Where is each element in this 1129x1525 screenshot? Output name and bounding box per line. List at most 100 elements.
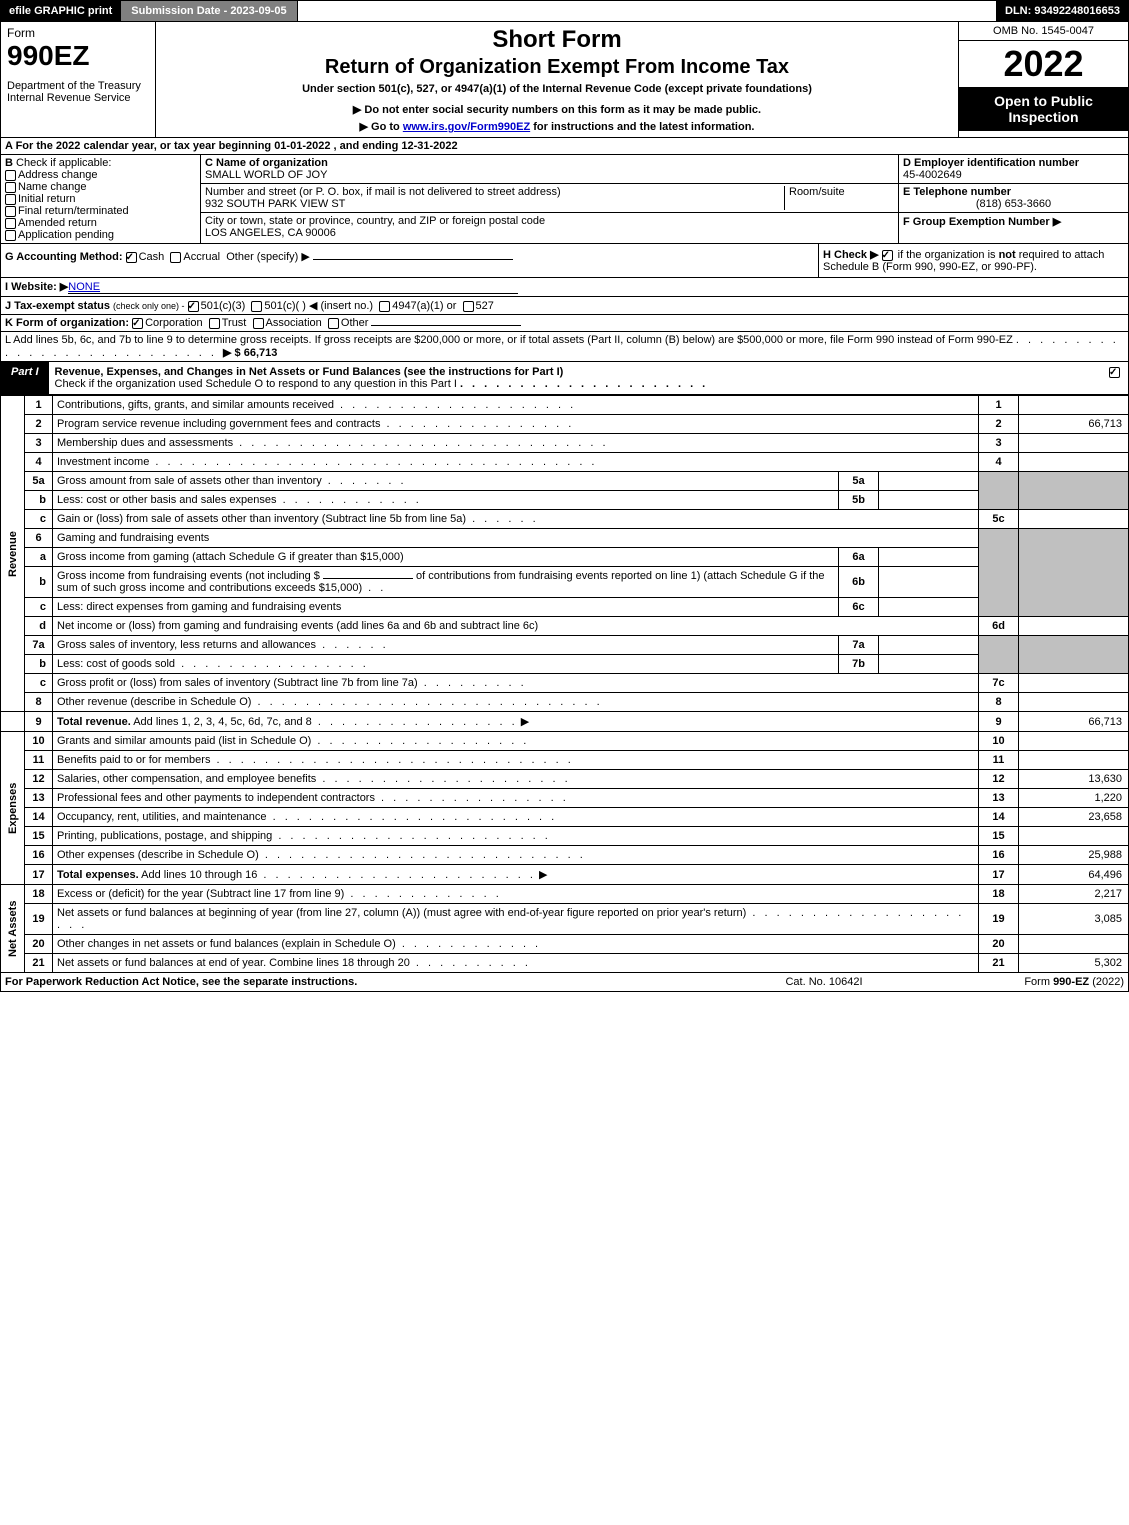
- j-501c: 501(c)( ) ◀ (insert no.): [264, 300, 373, 312]
- column-c: C Name of organization SMALL WORLD OF JO…: [201, 155, 898, 243]
- subtitle: Under section 501(c), 527, or 4947(a)(1)…: [162, 83, 952, 95]
- l5-gray-val: [1019, 472, 1129, 510]
- footer-right-bold: 990-EZ: [1053, 976, 1089, 988]
- dln-label: DLN: 93492248016653: [997, 1, 1128, 21]
- top-bar: efile GRAPHIC print Submission Date - 20…: [0, 0, 1129, 22]
- k-other: Other: [341, 317, 369, 329]
- l18-rnum: 18: [979, 885, 1019, 904]
- l5a-innum: 5a: [839, 472, 879, 491]
- part-1-title: Revenue, Expenses, and Changes in Net As…: [49, 362, 1103, 394]
- j-note: (check only one) -: [113, 301, 185, 311]
- l21-desc: Net assets or fund balances at end of ye…: [53, 954, 979, 973]
- l10-rval: [1019, 732, 1129, 751]
- l12-rnum: 12: [979, 770, 1019, 789]
- l12-rval: 13,630: [1019, 770, 1129, 789]
- l6b-desc: Gross income from fundraising events (no…: [53, 567, 839, 598]
- l19-num: 19: [25, 904, 53, 935]
- l10-rnum: 10: [979, 732, 1019, 751]
- k-corp: Corporation: [145, 317, 202, 329]
- k-assoc: Association: [266, 317, 322, 329]
- l14-rnum: 14: [979, 808, 1019, 827]
- d-ein-label: D Employer identification number: [903, 157, 1124, 169]
- l20-rval: [1019, 935, 1129, 954]
- l16-desc: Other expenses (describe in Schedule O) …: [53, 846, 979, 865]
- g-other-line: [313, 259, 513, 260]
- l11-num: 11: [25, 751, 53, 770]
- footer-right-pre: Form: [1024, 976, 1053, 988]
- irs-link[interactable]: www.irs.gov/Form990EZ: [403, 121, 530, 133]
- l13-desc-text: Professional fees and other payments to …: [57, 792, 375, 804]
- c-street-label: Number and street (or P. O. box, if mail…: [205, 186, 784, 198]
- checkbox-cash[interactable]: [126, 252, 137, 263]
- l5-gray: [979, 472, 1019, 510]
- checkbox-501c[interactable]: [251, 301, 262, 312]
- website-link[interactable]: NONE: [68, 281, 518, 294]
- checkbox-name-change[interactable]: [5, 182, 16, 193]
- h-not: not: [999, 249, 1016, 261]
- sidelabel-expenses: Expenses: [1, 732, 25, 885]
- l7c-rnum: 7c: [979, 674, 1019, 693]
- checkbox-association[interactable]: [253, 318, 264, 329]
- checkbox-corporation[interactable]: [132, 318, 143, 329]
- l18-num: 18: [25, 885, 53, 904]
- j-527: 527: [476, 300, 494, 312]
- l6a-innum: 6a: [839, 548, 879, 567]
- l7c-rval: [1019, 674, 1129, 693]
- l10-num: 10: [25, 732, 53, 751]
- b-item-4: Amended return: [18, 217, 97, 229]
- l7a-num: 7a: [25, 636, 53, 655]
- checkbox-other-org[interactable]: [328, 318, 339, 329]
- part-1-label: Part I: [1, 362, 49, 394]
- header-center: Short Form Return of Organization Exempt…: [156, 22, 958, 137]
- b-item-3: Final return/terminated: [18, 205, 129, 217]
- l5b-num: b: [25, 491, 53, 510]
- checkbox-accrual[interactable]: [170, 252, 181, 263]
- l19-desc: Net assets or fund balances at beginning…: [53, 904, 979, 935]
- checkbox-501c3[interactable]: [188, 301, 199, 312]
- header-right: OMB No. 1545-0047 2022 Open to Public In…: [958, 22, 1128, 137]
- l7a-desc: Gross sales of inventory, less returns a…: [53, 636, 839, 655]
- sidelabel-revenue: Revenue: [1, 396, 25, 712]
- l6b-desc1: Gross income from fundraising events (no…: [57, 570, 320, 582]
- l6d-rval: [1019, 617, 1129, 636]
- l7a-inval: [879, 636, 979, 655]
- l6-gray: [979, 529, 1019, 617]
- checkbox-trust[interactable]: [209, 318, 220, 329]
- l13-rnum: 13: [979, 789, 1019, 808]
- l16-rval: 25,988: [1019, 846, 1129, 865]
- checkbox-initial-return[interactable]: [5, 194, 16, 205]
- j-label: J Tax-exempt status: [5, 300, 110, 312]
- h-mid: if the organization is: [898, 249, 999, 261]
- l2-desc-text: Program service revenue including govern…: [57, 418, 380, 430]
- c-room-label: Room/suite: [789, 186, 894, 198]
- l5c-desc-text: Gain or (loss) from sale of assets other…: [57, 513, 466, 525]
- l15-desc: Printing, publications, postage, and shi…: [53, 827, 979, 846]
- l3-desc-text: Membership dues and assessments: [57, 437, 233, 449]
- l7b-desc: Less: cost of goods sold . . . . . . . .…: [53, 655, 839, 674]
- checkbox-application-pending[interactable]: [5, 230, 16, 241]
- tax-year: 2022: [959, 41, 1128, 87]
- l21-num: 21: [25, 954, 53, 973]
- l6b-num: b: [25, 567, 53, 598]
- checkbox-address-change[interactable]: [5, 170, 16, 181]
- footer-right: Form 990-EZ (2022): [924, 976, 1124, 988]
- l19-rnum: 19: [979, 904, 1019, 935]
- l13-rval: 1,220: [1019, 789, 1129, 808]
- checkbox-h[interactable]: [882, 250, 893, 261]
- l17-num: 17: [25, 865, 53, 885]
- checkbox-527[interactable]: [463, 301, 474, 312]
- checkbox-schedule-o[interactable]: [1109, 367, 1120, 378]
- checkbox-amended-return[interactable]: [5, 218, 16, 229]
- checkbox-4947[interactable]: [379, 301, 390, 312]
- omb-number: OMB No. 1545-0047: [959, 22, 1128, 41]
- footer-left: For Paperwork Reduction Act Notice, see …: [5, 976, 724, 988]
- column-b: B Check if applicable: Address change Na…: [1, 155, 201, 243]
- l4-rnum: 4: [979, 453, 1019, 472]
- l14-num: 14: [25, 808, 53, 827]
- f-group-label: F Group Exemption Number ▶: [903, 215, 1124, 228]
- section-a: A For the 2022 calendar year, or tax yea…: [0, 138, 1129, 155]
- l15-desc-text: Printing, publications, postage, and shi…: [57, 830, 272, 842]
- checkbox-final-return[interactable]: [5, 206, 16, 217]
- l12-desc: Salaries, other compensation, and employ…: [53, 770, 979, 789]
- l7b-inval: [879, 655, 979, 674]
